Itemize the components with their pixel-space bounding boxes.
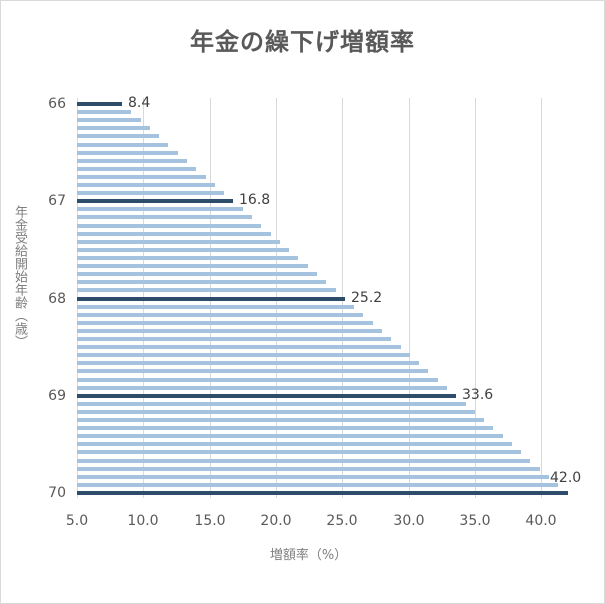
y-tick-label: 66 <box>48 96 66 112</box>
data-label: 8.4 <box>128 95 151 111</box>
bar <box>77 442 512 446</box>
bar <box>77 191 224 195</box>
bar <box>77 313 363 317</box>
x-tick-label: 25.0 <box>326 513 358 529</box>
x-tick-label: 35.0 <box>459 513 491 529</box>
gridline <box>541 98 542 498</box>
data-label: 33.6 <box>462 387 494 403</box>
bar <box>77 297 345 301</box>
bar <box>77 337 391 341</box>
bar <box>77 475 549 479</box>
x-tick-label: 40.0 <box>525 513 557 529</box>
y-tick-label: 69 <box>48 388 66 404</box>
bar <box>77 248 289 252</box>
y-tick-label: 67 <box>48 193 66 209</box>
bar <box>77 224 261 228</box>
bar <box>77 483 558 487</box>
bar <box>77 199 233 203</box>
bar <box>77 134 159 138</box>
gridline <box>409 98 410 498</box>
bar <box>77 402 466 406</box>
data-label: 42.0 <box>550 470 582 486</box>
bar <box>77 305 354 309</box>
y-tick-label: 68 <box>48 291 66 307</box>
data-label: 16.8 <box>239 192 271 208</box>
bar <box>77 280 326 284</box>
bar <box>77 321 373 325</box>
bar <box>77 126 150 130</box>
bar <box>77 353 410 357</box>
bar <box>77 151 178 155</box>
x-tick-label: 15.0 <box>194 513 226 529</box>
bar <box>77 207 243 211</box>
x-tick-label: 20.0 <box>260 513 292 529</box>
bar <box>77 256 298 260</box>
data-label: 25.2 <box>351 290 383 306</box>
y-axis-label: 年金受給開始年齢（歳） <box>12 205 27 348</box>
bar <box>77 288 336 292</box>
bar <box>77 159 187 163</box>
bar <box>77 240 280 244</box>
bar <box>77 167 196 171</box>
bar <box>77 410 475 414</box>
bar <box>77 143 168 147</box>
x-tick-label: 10.0 <box>127 513 159 529</box>
bar <box>77 369 428 373</box>
bar <box>77 345 401 349</box>
bar <box>77 110 131 114</box>
bar <box>77 378 438 382</box>
bar <box>77 215 252 219</box>
x-tick-label: 5.0 <box>65 513 89 529</box>
gridline <box>475 98 476 498</box>
bar <box>77 386 447 390</box>
bar <box>77 426 493 430</box>
bar <box>77 450 521 454</box>
bar <box>77 232 271 236</box>
bar <box>77 102 122 106</box>
x-tick-label: 30.0 <box>393 513 425 529</box>
bar <box>77 418 484 422</box>
bar <box>77 394 456 398</box>
bar <box>77 175 206 179</box>
bar <box>77 264 308 268</box>
bar <box>77 467 540 471</box>
bar <box>77 118 141 122</box>
bar <box>77 183 215 187</box>
y-tick-label: 70 <box>48 485 66 501</box>
bar <box>77 272 317 276</box>
bar <box>77 434 503 438</box>
bar <box>77 459 530 463</box>
bar <box>77 491 568 495</box>
bar <box>77 329 382 333</box>
bar <box>77 361 419 365</box>
chart-title: 年金の繰下げ増額率 <box>190 28 415 56</box>
x-axis-label: 増額率（%） <box>269 548 348 563</box>
